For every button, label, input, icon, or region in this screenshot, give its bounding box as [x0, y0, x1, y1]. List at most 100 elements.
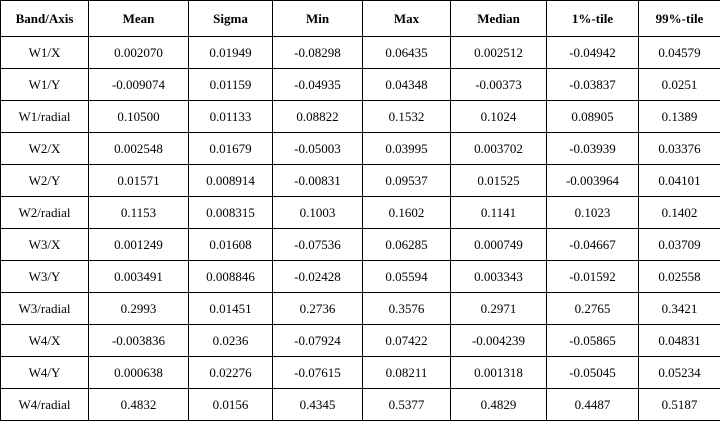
header-cell: Min — [273, 1, 363, 37]
data-cell: 0.001318 — [451, 357, 547, 389]
data-cell: 0.01133 — [189, 101, 273, 133]
row-label: W2/Y — [1, 165, 89, 197]
row-label: W3/radial — [1, 293, 89, 325]
data-cell: 0.4345 — [273, 389, 363, 421]
data-cell: 0.10500 — [89, 101, 189, 133]
data-cell: 0.001249 — [89, 229, 189, 261]
row-label: W4/radial — [1, 389, 89, 421]
data-cell: -0.07536 — [273, 229, 363, 261]
data-cell: 0.3421 — [639, 293, 720, 325]
data-cell: 0.1141 — [451, 197, 547, 229]
data-cell: 0.000638 — [89, 357, 189, 389]
header-cell: Max — [363, 1, 451, 37]
data-cell: 0.1003 — [273, 197, 363, 229]
data-cell: -0.04942 — [547, 37, 639, 69]
row-label: W4/X — [1, 325, 89, 357]
data-cell: 0.5187 — [639, 389, 720, 421]
data-cell: 0.008315 — [189, 197, 273, 229]
data-cell: 0.01608 — [189, 229, 273, 261]
data-cell: 0.03709 — [639, 229, 720, 261]
data-cell: -0.00373 — [451, 69, 547, 101]
data-cell: 0.04579 — [639, 37, 720, 69]
data-cell: -0.05045 — [547, 357, 639, 389]
data-cell: 0.08822 — [273, 101, 363, 133]
data-cell: 0.02558 — [639, 261, 720, 293]
data-cell: 0.000749 — [451, 229, 547, 261]
data-cell: 0.4832 — [89, 389, 189, 421]
data-cell: 0.04348 — [363, 69, 451, 101]
row-label: W3/Y — [1, 261, 89, 293]
data-cell: 0.05234 — [639, 357, 720, 389]
header-cell: Sigma — [189, 1, 273, 37]
data-cell: 0.4487 — [547, 389, 639, 421]
data-cell: 0.002548 — [89, 133, 189, 165]
data-cell: 0.04101 — [639, 165, 720, 197]
data-cell: 0.01159 — [189, 69, 273, 101]
data-cell: -0.009074 — [89, 69, 189, 101]
data-cell: 0.1153 — [89, 197, 189, 229]
row-label: W2/radial — [1, 197, 89, 229]
data-cell: 0.0156 — [189, 389, 273, 421]
row-label: W2/X — [1, 133, 89, 165]
data-cell: 0.003491 — [89, 261, 189, 293]
data-cell: -0.004239 — [451, 325, 547, 357]
data-cell: 0.01525 — [451, 165, 547, 197]
data-cell: 0.0236 — [189, 325, 273, 357]
data-cell: 0.008914 — [189, 165, 273, 197]
data-cell: -0.02428 — [273, 261, 363, 293]
header-cell: Median — [451, 1, 547, 37]
data-cell: -0.003836 — [89, 325, 189, 357]
data-cell: 0.2736 — [273, 293, 363, 325]
row-label: W4/Y — [1, 357, 89, 389]
data-cell: -0.07615 — [273, 357, 363, 389]
data-cell: 0.2765 — [547, 293, 639, 325]
data-cell: 0.1532 — [363, 101, 451, 133]
data-cell: -0.07924 — [273, 325, 363, 357]
data-cell: 0.002512 — [451, 37, 547, 69]
data-cell: 0.2971 — [451, 293, 547, 325]
data-cell: -0.05003 — [273, 133, 363, 165]
data-cell: -0.08298 — [273, 37, 363, 69]
data-cell: -0.00831 — [273, 165, 363, 197]
data-cell: -0.003964 — [547, 165, 639, 197]
data-cell: 0.01451 — [189, 293, 273, 325]
data-cell: -0.04935 — [273, 69, 363, 101]
data-cell: 0.0251 — [639, 69, 720, 101]
data-cell: 0.08905 — [547, 101, 639, 133]
data-cell: 0.1402 — [639, 197, 720, 229]
data-cell: 0.08211 — [363, 357, 451, 389]
data-cell: 0.01949 — [189, 37, 273, 69]
header-cell: Mean — [89, 1, 189, 37]
data-cell: 0.06435 — [363, 37, 451, 69]
header-cell: Band/Axis — [1, 1, 89, 37]
data-cell: 0.1389 — [639, 101, 720, 133]
data-cell: 0.003343 — [451, 261, 547, 293]
data-cell: 0.5377 — [363, 389, 451, 421]
data-cell: 0.3576 — [363, 293, 451, 325]
data-cell: 0.05594 — [363, 261, 451, 293]
data-cell: 0.4829 — [451, 389, 547, 421]
row-label: W1/X — [1, 37, 89, 69]
data-cell: 0.03995 — [363, 133, 451, 165]
data-cell: 0.09537 — [363, 165, 451, 197]
data-cell: 0.002070 — [89, 37, 189, 69]
data-cell: 0.01679 — [189, 133, 273, 165]
data-cell: 0.06285 — [363, 229, 451, 261]
data-cell: -0.03837 — [547, 69, 639, 101]
data-cell: 0.008846 — [189, 261, 273, 293]
header-cell: 99%-tile — [639, 1, 720, 37]
